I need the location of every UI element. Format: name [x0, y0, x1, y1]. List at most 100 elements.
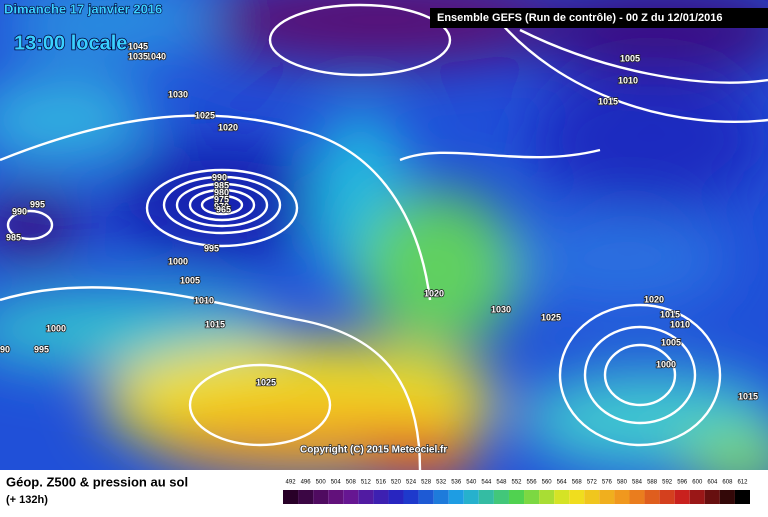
isobar-label: 985: [6, 232, 21, 242]
colorbar-cell: [614, 490, 630, 504]
isobar-label: 975: [214, 194, 229, 204]
isobar-label: 1005: [180, 275, 200, 285]
colorbar-label: 548: [496, 480, 507, 486]
colorbar-cell: [659, 490, 675, 504]
isobar-label: 1015: [598, 96, 618, 106]
colorbar-cell: [569, 490, 585, 504]
colorbar-cell: [313, 490, 329, 504]
colorbar-label: 596: [677, 480, 688, 486]
colorbar-label: 508: [346, 480, 357, 486]
colorbar-cell: [373, 490, 389, 504]
isobar-label: 1010: [618, 75, 638, 85]
isobar-label: 1015: [660, 309, 680, 319]
colorbar-label: 584: [632, 480, 643, 486]
colorbar-cell: [629, 490, 645, 504]
colorbar-label: 524: [406, 480, 417, 486]
isobar-label: 970: [214, 201, 229, 211]
isobar-label: 995: [204, 243, 219, 253]
colorbar-label: 600: [692, 480, 703, 486]
colorbar-cell: [298, 490, 314, 504]
isobar-label: 1020: [424, 288, 444, 298]
model-box: [430, 8, 768, 28]
colorbar-cell: [689, 490, 705, 504]
colorbar-label: 536: [451, 480, 462, 486]
isobar-label: 995: [34, 344, 49, 354]
colorbar-label: 604: [707, 480, 718, 486]
isobar-label: 1015: [205, 319, 225, 329]
colorbar-cell: [418, 490, 434, 504]
isobar-label: 1020: [644, 294, 664, 304]
isobar-label: 1030: [491, 304, 511, 314]
colorbar-cell: [358, 490, 374, 504]
isobar-label: 995: [30, 199, 45, 209]
valid-date: Dimanche 17 janvier 2016: [4, 1, 162, 16]
colorbar-cell: [524, 490, 540, 504]
isobar-label: 1000: [46, 323, 66, 333]
colorbar-label: 500: [316, 480, 327, 486]
isobar-label: 1010: [194, 295, 214, 305]
colorbar-label: 580: [617, 480, 628, 486]
colorbar-cell: [674, 490, 690, 504]
colorbar-label: 552: [511, 480, 522, 486]
isobar-label: 1030: [168, 89, 188, 99]
footer-title: Géop. Z500 & pression au sol: [6, 474, 188, 489]
colorbar-cell: [403, 490, 419, 504]
isobar-label: 1020: [218, 122, 238, 132]
isobar-label: 1000: [168, 256, 188, 266]
isobar-label: 990: [12, 206, 27, 216]
colorbar-cell: [463, 490, 479, 504]
colorbar-cell: [508, 490, 525, 504]
isobar-label: 1045: [128, 41, 148, 51]
isobar-label: 1040: [146, 51, 166, 61]
colorbar-label: 492: [286, 480, 297, 486]
colorbar-cell: [719, 490, 735, 504]
isobar-label: 1025: [195, 110, 215, 120]
isobar-label: 1025: [256, 377, 276, 387]
isobar-label: 90: [0, 344, 10, 354]
colorbar-label: 504: [331, 480, 342, 486]
colorbar-label: 576: [602, 480, 613, 486]
colorbar-label: 532: [436, 480, 447, 486]
isobars: [0, 3, 768, 470]
colorbar-label: 540: [466, 480, 477, 486]
colorbar-cell: [328, 490, 344, 504]
colorbar-label: 560: [542, 480, 553, 486]
isobar-label: 1035: [128, 51, 148, 61]
colorbar-label: 528: [421, 480, 432, 486]
isobar-label: 1005: [620, 53, 640, 63]
colorbar-label: 556: [527, 480, 538, 486]
colorbar-label: 588: [647, 480, 658, 486]
valid-time: 13:00 locale: [14, 32, 127, 54]
colorbar-cell: [734, 490, 750, 504]
colorbar-cell: [433, 490, 449, 504]
colorbar-label: 516: [376, 480, 387, 486]
isobar-label: 1015: [738, 391, 758, 401]
colorbar-cell: [644, 490, 660, 504]
colorbar-label: 512: [361, 480, 372, 486]
colorbar-cell: [343, 490, 359, 504]
colorbar-cell: [554, 490, 570, 504]
model-run: Ensemble GEFS (Run de contrôle) - 00 Z d…: [437, 12, 722, 24]
colorbar-label: 572: [587, 480, 598, 486]
isobar-label: 985: [214, 180, 229, 190]
footer-lead: (+ 132h): [6, 494, 48, 506]
colorbar-cell: [388, 490, 404, 504]
colorbar-label: 520: [391, 480, 402, 486]
isobar-label: 965: [216, 204, 231, 214]
colorbar-cell: [493, 490, 509, 504]
isobar-label: 1010: [670, 319, 690, 329]
colorbar-label: 592: [662, 480, 673, 486]
colorbar-label: 608: [722, 480, 733, 486]
colorbar-cell: [283, 490, 299, 504]
colorbar-label: 564: [557, 480, 568, 486]
colorbar-cell: [599, 490, 615, 504]
colorbar-cell: [704, 490, 720, 504]
isobar-label: 980: [214, 187, 229, 197]
colorbar-label: 496: [301, 480, 312, 486]
copyright: Copyright (C) 2015 Meteociel.fr: [300, 445, 447, 456]
colorbar-cell: [584, 490, 600, 504]
isobar-label: 990: [212, 172, 227, 182]
map-field: [0, 0, 768, 470]
isobar-label: 1000: [656, 359, 676, 369]
